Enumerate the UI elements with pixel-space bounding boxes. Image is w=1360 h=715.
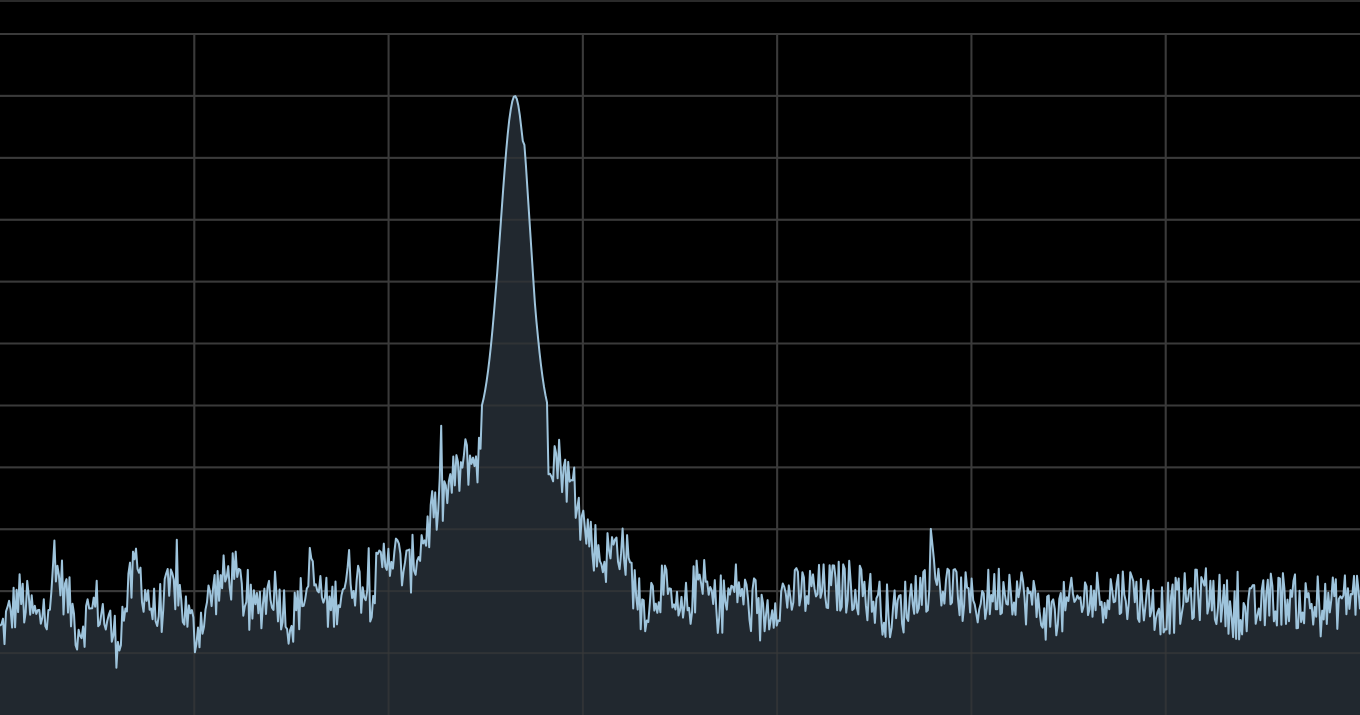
trace-layer [0,33,1360,715]
panel-top-border [0,0,1360,2]
spectrum-trace-line [0,95,1360,669]
